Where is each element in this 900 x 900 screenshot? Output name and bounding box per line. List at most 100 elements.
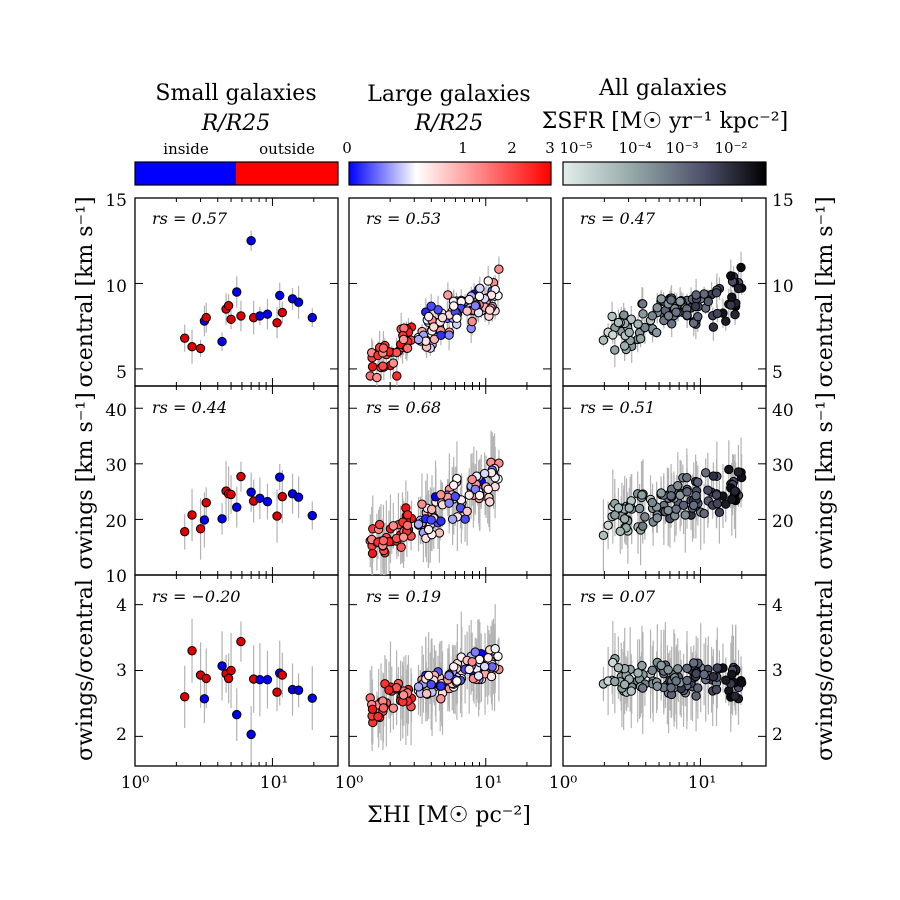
scatter-point — [402, 520, 413, 531]
scatter-point — [633, 668, 643, 678]
scatter-point — [663, 665, 673, 675]
rs-large-central: rs = 0.53 — [366, 209, 441, 228]
scatter-point — [638, 683, 648, 693]
scatter-point — [423, 311, 434, 322]
scatter-point — [423, 670, 434, 681]
xtick-large-10: 10¹ — [474, 773, 502, 793]
scatter-point — [652, 303, 662, 313]
scatter-point — [470, 647, 480, 657]
scatter-point — [236, 311, 246, 321]
scatter-point — [708, 322, 719, 332]
scatter-point — [464, 490, 474, 500]
cbar-tick-e4: 10⁻⁴ — [618, 139, 651, 157]
scatter-point — [217, 661, 227, 671]
rs-small-ratio: rs = −0.20 — [152, 587, 240, 606]
scatter-point — [598, 335, 609, 345]
ytick-ratio-4-right: 4 — [772, 596, 783, 616]
scatter-point — [680, 510, 690, 520]
scatter-point — [682, 310, 692, 320]
scatter-point — [494, 264, 504, 274]
xtick-small-10: 10¹ — [260, 773, 288, 793]
scatter-point — [647, 665, 658, 676]
scatter-point — [637, 490, 647, 500]
scatter-point — [693, 683, 703, 693]
scatter-point — [699, 669, 709, 680]
scatter-point — [736, 262, 746, 273]
ytick-central-15-right: 15 — [772, 191, 794, 211]
scatter-point — [443, 290, 453, 300]
scatter-point — [398, 690, 409, 700]
scatter-point — [217, 336, 227, 347]
scatter-point — [201, 312, 211, 323]
scatter-point — [640, 512, 650, 522]
ytick-wings-40: 40 — [105, 401, 127, 421]
scatter-point — [374, 519, 385, 530]
ylabel-wings-left: σwings [km s⁻¹] — [73, 392, 98, 570]
scatter-point — [272, 687, 282, 697]
scatter-point — [373, 711, 383, 722]
scatter-point — [262, 309, 273, 319]
scatter-point — [372, 372, 382, 383]
scatter-point — [436, 490, 446, 500]
scatter-point — [486, 671, 497, 682]
scatter-point — [633, 319, 643, 329]
scatter-point — [474, 490, 485, 501]
scatter-point — [479, 468, 490, 479]
scatter-point — [603, 520, 613, 531]
ytick-wings-30: 30 — [105, 456, 127, 476]
scatter-point — [708, 471, 719, 481]
scatter-point — [671, 676, 681, 686]
scatter-point — [714, 507, 725, 518]
scatter-point — [607, 311, 617, 322]
cbar-tick-e2: 10⁻² — [714, 139, 747, 157]
scatter-point — [663, 505, 673, 516]
scatter-point — [223, 673, 234, 684]
scatter-point — [711, 490, 722, 500]
scatter-point — [624, 503, 634, 513]
scatter-point — [367, 548, 378, 559]
rs-small-wings: rs = 0.44 — [152, 398, 227, 417]
cbar-tick-2: 2 — [507, 139, 517, 157]
scatter-point — [712, 498, 723, 509]
scatter-point — [187, 646, 197, 656]
scatter-point — [483, 484, 493, 494]
scatter-point — [682, 472, 692, 483]
scatter-point — [691, 668, 701, 679]
data-points — [180, 236, 747, 740]
scatter-point — [624, 327, 634, 338]
scatter-point — [666, 683, 676, 693]
xtick-small-1: 10⁰ — [121, 773, 150, 793]
scatter-point — [201, 673, 211, 684]
scatter-point — [180, 333, 190, 343]
ytick-ratio-2: 2 — [116, 725, 127, 745]
title-small: Small galaxies — [155, 81, 316, 106]
scatter-point — [426, 515, 436, 525]
ytick-ratio-3: 3 — [116, 661, 127, 681]
scatter-point — [262, 496, 273, 507]
scatter-point — [460, 514, 470, 524]
cbar-tick-inside: inside — [163, 140, 209, 158]
ylabel-wings-right: σwings [km s⁻¹] — [813, 392, 838, 570]
cbar-label-large: R/R25 — [414, 111, 484, 136]
ytick-wings-40-right: 40 — [772, 401, 794, 421]
scatter-point — [736, 678, 747, 688]
scatter-point — [180, 692, 190, 702]
title-large: Large galaxies — [367, 82, 530, 107]
scatter-point — [427, 504, 437, 515]
ylabel-central-left: σcentral [km s⁻¹] — [73, 196, 98, 387]
scatter-point — [733, 467, 744, 477]
colorbar-large — [348, 161, 552, 186]
scatter-point — [690, 301, 701, 312]
scatter-point — [195, 343, 206, 354]
title-all: All galaxies — [598, 76, 727, 101]
scatter-point — [626, 686, 636, 696]
scatter-point — [613, 662, 624, 673]
scatter-point — [483, 653, 493, 663]
scatter-point — [187, 510, 197, 520]
scatter-point — [199, 515, 210, 525]
ytick-central-15: 15 — [105, 191, 127, 211]
cbar-tick-outside: outside — [259, 140, 315, 158]
scatter-point — [413, 519, 424, 529]
scatter-point — [367, 704, 378, 714]
